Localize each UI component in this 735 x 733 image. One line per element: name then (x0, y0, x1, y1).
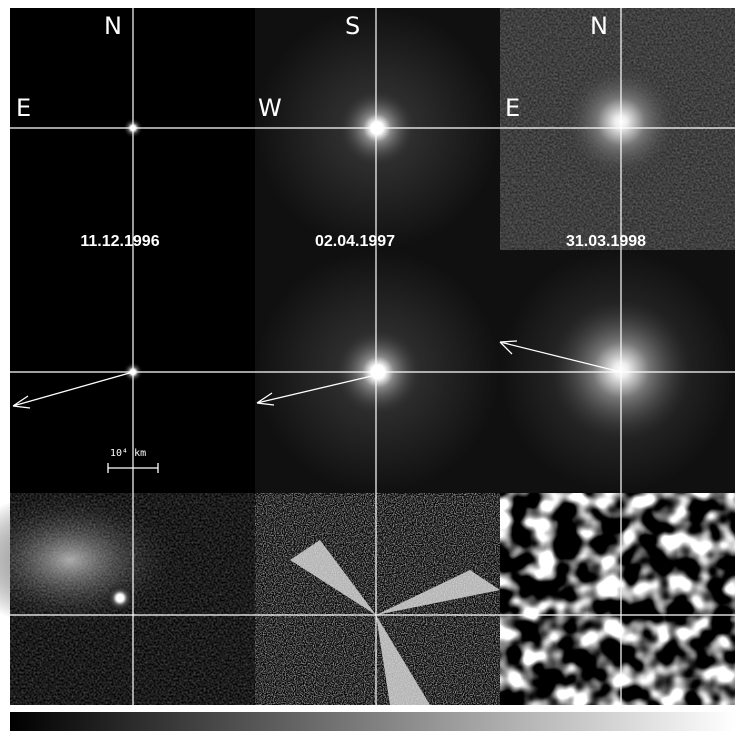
direction-arrow (256, 374, 377, 406)
orientation-label: S (345, 12, 360, 40)
direction-arrow (12, 371, 134, 409)
orientation-label: N (590, 12, 608, 40)
orientation-label: E (505, 94, 520, 122)
panel-speckle (255, 493, 500, 705)
residual-blob (106, 584, 134, 612)
panel-blobs (500, 493, 735, 705)
date-label: 02.04.1997 (315, 233, 395, 250)
scale-bar (107, 463, 159, 473)
jet-structure (290, 540, 500, 705)
scale-label: 10⁴ km (110, 448, 146, 459)
date-label: 11.12.1996 (80, 233, 159, 250)
intensity-bar (10, 712, 735, 731)
direction-arrow (499, 340, 622, 373)
orientation-label: E (16, 94, 31, 122)
date-label: 31.03.1998 (566, 233, 646, 250)
orientation-label: W (258, 94, 282, 122)
orientation-label: N (104, 12, 122, 40)
